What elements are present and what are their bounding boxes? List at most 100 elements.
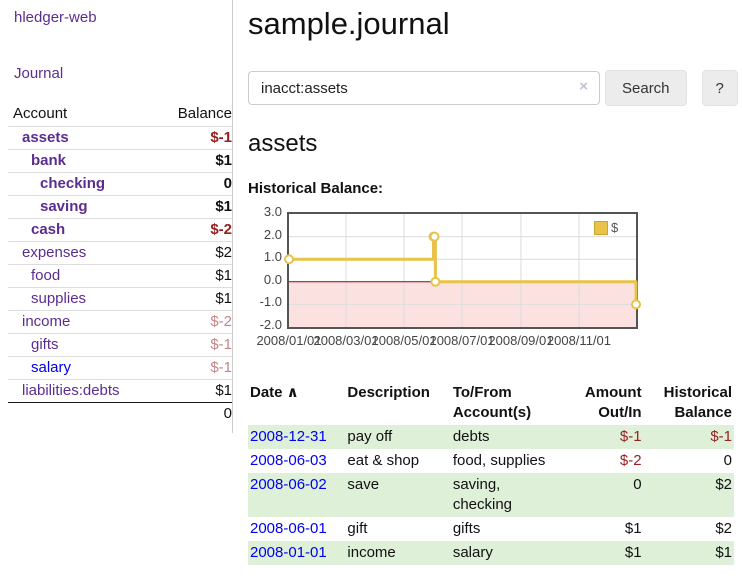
y-axis-tick-label: 3.0 (263, 204, 282, 219)
transaction-accounts: saving, checking (452, 476, 513, 513)
account-balance: $1 (154, 149, 232, 173)
account-balance: $1 (154, 264, 232, 288)
account-link-gifts[interactable]: gifts (31, 336, 59, 353)
x-axis-tick-label: 2008/03/01 (313, 333, 379, 348)
transaction-accounts: salary (452, 544, 493, 561)
account-heading: assets (248, 130, 318, 157)
account-link-food[interactable]: food (31, 267, 61, 284)
account-balance: $1 (154, 379, 232, 403)
y-axis-tick-label: 0.0 (263, 271, 282, 287)
account-balance: $1 (154, 287, 232, 311)
transaction-accounts: food, supplies (452, 452, 546, 469)
account-row: assets $-1 (8, 126, 232, 150)
transaction-balance: 0 (723, 452, 732, 469)
chart-legend: $ (592, 219, 621, 236)
account-balance: 0 (154, 172, 232, 196)
account-balance: $-1 (154, 333, 232, 357)
y-axis-tick-label: -1.0 (259, 294, 282, 310)
search-input[interactable] (248, 71, 600, 105)
account-row: saving $1 (8, 195, 232, 219)
chart-plot-area (284, 212, 641, 329)
transaction-date-link[interactable]: 2008-06-02 (250, 476, 327, 493)
transaction-amount: 0 (633, 476, 642, 493)
account-balance: $1 (154, 195, 232, 219)
account-row: salary $-1 (8, 356, 232, 380)
transaction-balance: $-1 (710, 428, 732, 445)
page-title: sample.journal (248, 6, 450, 41)
account-row: bank $1 (8, 149, 232, 173)
account-link-cash[interactable]: cash (31, 221, 66, 238)
sidebar-item-journal[interactable]: Journal (14, 65, 64, 82)
account-link-saving[interactable]: saving (40, 198, 88, 215)
sort-ascending-icon: ∧ (282, 384, 299, 401)
account-link-salary[interactable]: salary (31, 359, 72, 376)
transaction-description: pay off (347, 428, 393, 445)
account-balance: $-1 (154, 356, 232, 380)
x-axis-tick-label: 2008/07/01 (429, 333, 495, 348)
transaction-balance: $2 (715, 520, 732, 537)
transaction-description: save (347, 476, 380, 493)
clear-search-icon[interactable]: × (579, 78, 588, 95)
register-row: 2008-12-31 pay off debts $-1 $-1 (248, 425, 734, 449)
transaction-date-link[interactable]: 2008-06-03 (250, 452, 327, 469)
y-axis-tick-label: 2.0 (263, 226, 282, 242)
account-balance: $2 (154, 241, 232, 265)
account-row: liabilities:debts $1 (8, 379, 232, 403)
transaction-description: eat & shop (347, 452, 420, 469)
account-balance: $-2 (154, 310, 232, 334)
balance-column-header: Balance (177, 105, 232, 122)
account-link-checking[interactable]: checking (40, 175, 106, 192)
transaction-balance: $2 (715, 476, 732, 493)
transaction-date-link[interactable]: 2008-12-31 (250, 428, 327, 445)
legend-label: $ (611, 220, 619, 235)
account-link-liabilities-debts[interactable]: liabilities:debts (22, 382, 120, 399)
search-button[interactable]: Search (605, 70, 687, 106)
historical-balance-chart: 3.0 2.0 1.0 0.0 -1.0 -2.0 2008/01/01 2008/03/01… (248, 204, 734, 363)
account-column-header: Account (13, 105, 68, 122)
total-row: 0 (8, 402, 232, 425)
account-link-income[interactable]: income (22, 313, 71, 330)
y-axis-tick-label: -2.0 (259, 317, 282, 332)
account-balance: $-2 (154, 218, 232, 242)
register-column-amount: Amount Out/In (584, 384, 642, 421)
help-button[interactable]: ? (701, 70, 738, 106)
account-row: cash $-2 (8, 218, 232, 242)
transaction-accounts: gifts (452, 520, 481, 537)
register-row: 2008-06-01 gift gifts $1 $2 (248, 517, 734, 541)
account-link-bank[interactable]: bank (31, 152, 67, 169)
register-row: 2008-06-02 save saving, checking 0 $2 (248, 473, 734, 517)
x-axis-tick-label: 2008/01/01 (256, 333, 322, 348)
chart-section-label: Historical Balance: (248, 180, 384, 197)
account-link-assets[interactable]: assets (22, 129, 69, 146)
account-link-supplies[interactable]: supplies (31, 290, 87, 307)
sidebar: hledger-web Journal Account Balance asse… (0, 0, 233, 433)
account-balance: $-1 (154, 126, 232, 150)
account-link-expenses[interactable]: expenses (22, 244, 87, 261)
register-column-date[interactable]: Date ∧ (250, 384, 299, 401)
account-row: income $-2 (8, 310, 232, 334)
app-window: hledger-web Journal Account Balance asse… (0, 0, 742, 565)
transaction-date-link[interactable]: 2008-06-01 (250, 520, 327, 537)
register-row: 2008-06-03 eat & shop food, supplies $-2 0 (248, 449, 734, 473)
x-axis-tick-label: 2008/11/01 (546, 333, 611, 348)
register-column-description: Description (347, 384, 430, 401)
legend-swatch-icon (594, 220, 608, 235)
transaction-amount: $-2 (619, 452, 642, 469)
transaction-amount: $1 (624, 544, 642, 561)
register-column-tofrom: To/From Account(s) (452, 384, 532, 421)
register-column-historical: Historical Balance (663, 384, 732, 421)
total-balance: 0 (154, 402, 232, 425)
brand-link[interactable]: hledger-web (14, 9, 97, 26)
account-balance-table: Account Balance assets $-1 bank $1 checking 0… (8, 102, 232, 425)
account-row: gifts $-1 (8, 333, 232, 357)
register-table: Date ∧ Description To/From Account(s) Amount… (248, 381, 734, 565)
transaction-amount: $1 (624, 520, 642, 537)
x-axis-tick-label: 2008/09/01 (488, 333, 554, 348)
main-content: sample.journal × Search ? assets Histori… (233, 0, 742, 565)
account-row: food $1 (8, 264, 232, 288)
transaction-balance: $1 (715, 544, 732, 561)
account-row: supplies $1 (8, 287, 232, 311)
transaction-amount: $-1 (619, 428, 642, 445)
transaction-date-link[interactable]: 2008-01-01 (250, 544, 327, 561)
transaction-description: income (347, 544, 396, 561)
